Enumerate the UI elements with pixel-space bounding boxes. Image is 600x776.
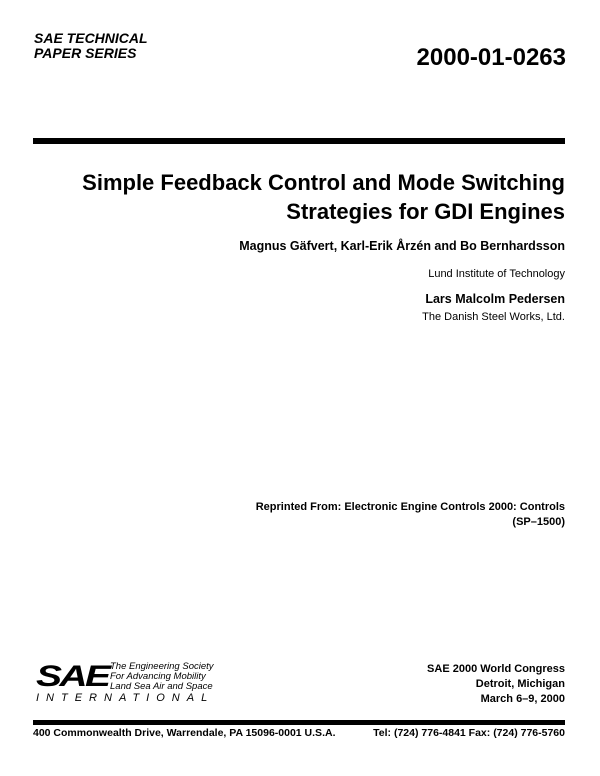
sae-logo: SAE The Engineering Society For Advancin… — [36, 662, 226, 707]
series-line-1: SAE TECHNICAL — [34, 30, 148, 46]
author-names: Magnus Gäfvert, Karl-Erik Årzén and Bo B… — [239, 239, 565, 253]
reprint-source: Reprinted From: Electronic Engine Contro… — [255, 501, 565, 513]
conference-name: SAE 2000 World Congress — [427, 663, 565, 675]
paper-title: Simple Feedback Control and Mode Switchi… — [82, 168, 565, 226]
series-line-2: PAPER SERIES — [34, 45, 137, 61]
author-affiliation: Lund Institute of Technology — [428, 268, 565, 280]
reprint-info: Reprinted From: Electronic Engine Contro… — [256, 500, 565, 530]
footer-rule — [33, 720, 565, 725]
paper-number: 2000-01-0263 — [416, 44, 566, 71]
series-label: SAE TECHNICAL PAPER SERIES — [34, 31, 148, 61]
footer-contact: Tel: (724) 776-4841 Fax: (724) 776-5760 — [373, 727, 565, 739]
reprint-code: (SP–1500) — [512, 516, 565, 528]
tagline-line: The Engineering Society — [110, 661, 214, 672]
sae-logo-mark: SAE — [36, 660, 111, 693]
author-names: Lars Malcolm Pedersen — [425, 292, 565, 306]
tagline-line: For Advancing Mobility — [110, 671, 206, 682]
tagline-line: Land Sea Air and Space — [110, 681, 213, 692]
conference-dates: March 6–9, 2000 — [480, 693, 565, 705]
conference-location: Detroit, Michigan — [475, 678, 565, 690]
author-affiliation: The Danish Steel Works, Ltd. — [422, 311, 565, 323]
sae-international: INTERNATIONAL — [36, 692, 215, 704]
footer-address: 400 Commonwealth Drive, Warrendale, PA 1… — [33, 727, 336, 739]
header-rule — [33, 138, 565, 144]
title-line-2: Strategies for GDI Engines — [286, 199, 565, 224]
sae-tagline: The Engineering Society For Advancing Mo… — [110, 662, 214, 692]
conference-info: SAE 2000 World Congress Detroit, Michiga… — [427, 662, 565, 707]
title-line-1: Simple Feedback Control and Mode Switchi… — [82, 170, 565, 195]
